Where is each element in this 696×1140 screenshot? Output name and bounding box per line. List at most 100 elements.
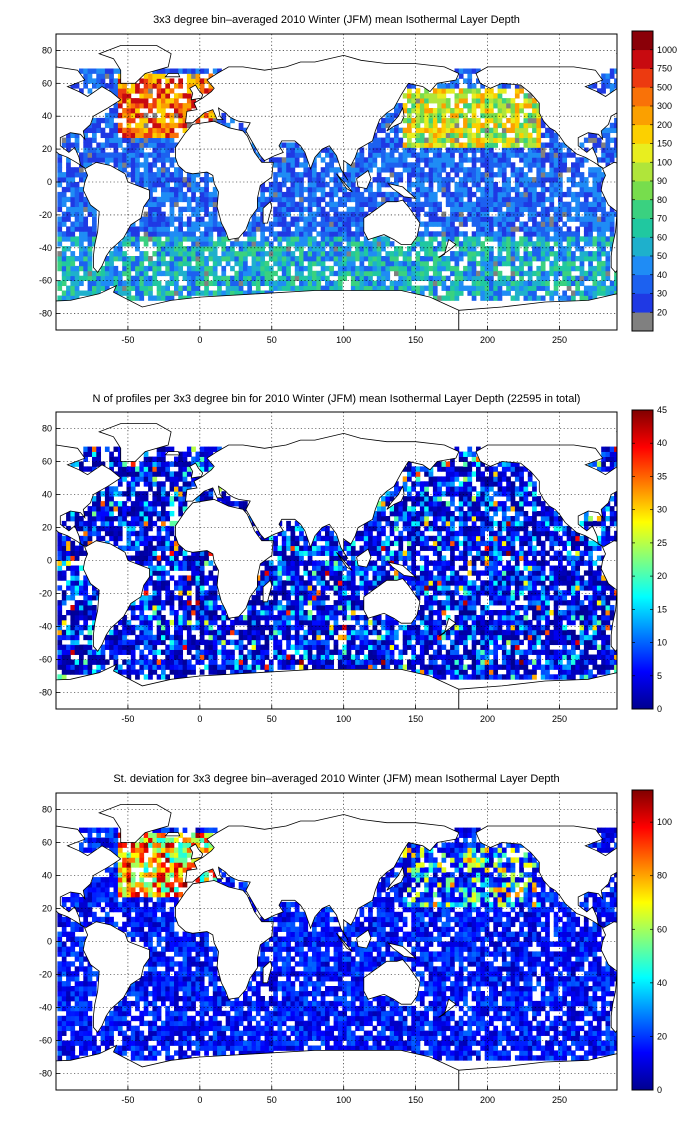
bin-cell bbox=[152, 73, 158, 79]
bin-cell bbox=[432, 167, 438, 173]
bin-cell bbox=[221, 270, 227, 277]
bin-cell bbox=[66, 157, 71, 163]
bin-cell bbox=[419, 206, 425, 213]
bin-cell bbox=[260, 241, 266, 247]
bin-cell bbox=[588, 221, 593, 227]
bin-cell bbox=[398, 246, 404, 252]
bin-cell bbox=[92, 147, 97, 153]
bin-cell bbox=[135, 260, 140, 267]
bin-cell bbox=[553, 654, 559, 660]
bin-cell bbox=[204, 654, 209, 660]
bin-cell bbox=[174, 182, 179, 188]
bin-cell bbox=[268, 157, 274, 163]
bin-cell bbox=[74, 605, 80, 611]
bin-cell bbox=[553, 634, 559, 641]
bin-cell bbox=[148, 285, 153, 291]
bin-cell bbox=[432, 265, 438, 272]
bin-cell bbox=[497, 226, 503, 232]
bin-cell bbox=[389, 112, 395, 119]
bin-cell bbox=[450, 251, 455, 257]
bin-cell bbox=[437, 275, 442, 282]
bin-cell bbox=[579, 624, 585, 631]
bin-cell bbox=[204, 256, 209, 262]
bin-cell bbox=[174, 191, 179, 198]
bin-cell bbox=[182, 639, 188, 646]
bin-cell bbox=[122, 112, 127, 119]
bin-cell bbox=[407, 275, 412, 282]
bin-cell bbox=[545, 654, 550, 660]
bin-cell bbox=[571, 295, 576, 301]
bin-cell bbox=[156, 664, 162, 670]
bin-cell bbox=[117, 246, 123, 252]
bin-cell bbox=[290, 280, 296, 287]
bin-cell bbox=[57, 167, 63, 173]
bin-cell bbox=[337, 659, 343, 665]
bin-cell bbox=[92, 659, 97, 665]
colorbar-swatch bbox=[632, 199, 653, 219]
bin-cell bbox=[454, 634, 460, 641]
bin-cell bbox=[264, 260, 270, 267]
bin-cell bbox=[359, 206, 365, 213]
bin-cell bbox=[458, 182, 464, 188]
bin-cell bbox=[83, 624, 89, 631]
bin-cell bbox=[501, 132, 507, 139]
bin-cell bbox=[178, 112, 184, 119]
bin-cell bbox=[247, 246, 253, 252]
bin-cell bbox=[450, 216, 455, 222]
bin-cell bbox=[57, 177, 63, 183]
bin-cell bbox=[199, 236, 205, 242]
bin-cell bbox=[303, 615, 309, 621]
bin-cell bbox=[217, 664, 222, 670]
bin-cell bbox=[571, 280, 576, 287]
bin-cell bbox=[122, 669, 127, 675]
bin-cell bbox=[221, 629, 227, 636]
bin-cell bbox=[407, 98, 412, 104]
bin-cell bbox=[467, 88, 473, 94]
bin-cell bbox=[363, 201, 369, 208]
bin-cell bbox=[558, 654, 563, 660]
bin-cell bbox=[307, 182, 313, 188]
bin-cell bbox=[562, 654, 568, 660]
bin-cell bbox=[355, 615, 360, 621]
bin-cell bbox=[212, 265, 218, 272]
bin-cell bbox=[571, 251, 576, 257]
bin-cell bbox=[156, 295, 162, 301]
bin-cell bbox=[70, 634, 76, 641]
bin-cell bbox=[489, 246, 494, 252]
bin-cell bbox=[540, 674, 546, 680]
bin-cell bbox=[424, 256, 429, 262]
bin-cell bbox=[212, 201, 218, 208]
bin-cell bbox=[614, 152, 617, 158]
bin-cell bbox=[277, 624, 283, 631]
bin-cell bbox=[100, 275, 106, 282]
bin-cell bbox=[424, 191, 429, 198]
bin-cell bbox=[122, 251, 127, 257]
bin-cell bbox=[230, 280, 235, 287]
bin-cell bbox=[333, 649, 339, 655]
lon-tick-label: 0 bbox=[197, 335, 202, 345]
bin-cell bbox=[368, 644, 373, 650]
bin-cell bbox=[294, 231, 300, 237]
bin-cell bbox=[307, 216, 313, 222]
bin-cell bbox=[148, 152, 153, 158]
bin-cell bbox=[592, 186, 598, 193]
bin-cell bbox=[195, 624, 201, 631]
bin-cell bbox=[286, 659, 291, 665]
bin-cell bbox=[523, 206, 529, 213]
bin-cell bbox=[493, 103, 499, 109]
bin-cell bbox=[87, 231, 93, 237]
bin-cell bbox=[571, 674, 576, 680]
bin-cell bbox=[100, 649, 106, 655]
bin-cell bbox=[87, 270, 93, 277]
bin-cell bbox=[139, 93, 145, 99]
bin-cell bbox=[437, 201, 442, 208]
bin-cell bbox=[74, 211, 80, 217]
bin-cell bbox=[161, 73, 166, 79]
bin-cell bbox=[303, 251, 309, 257]
bin-cell bbox=[299, 619, 304, 626]
bin-cell bbox=[471, 191, 477, 198]
bin-cell bbox=[281, 251, 287, 257]
bin-cell bbox=[286, 226, 291, 232]
bin-cell bbox=[126, 172, 132, 178]
bin-cell bbox=[92, 270, 97, 277]
